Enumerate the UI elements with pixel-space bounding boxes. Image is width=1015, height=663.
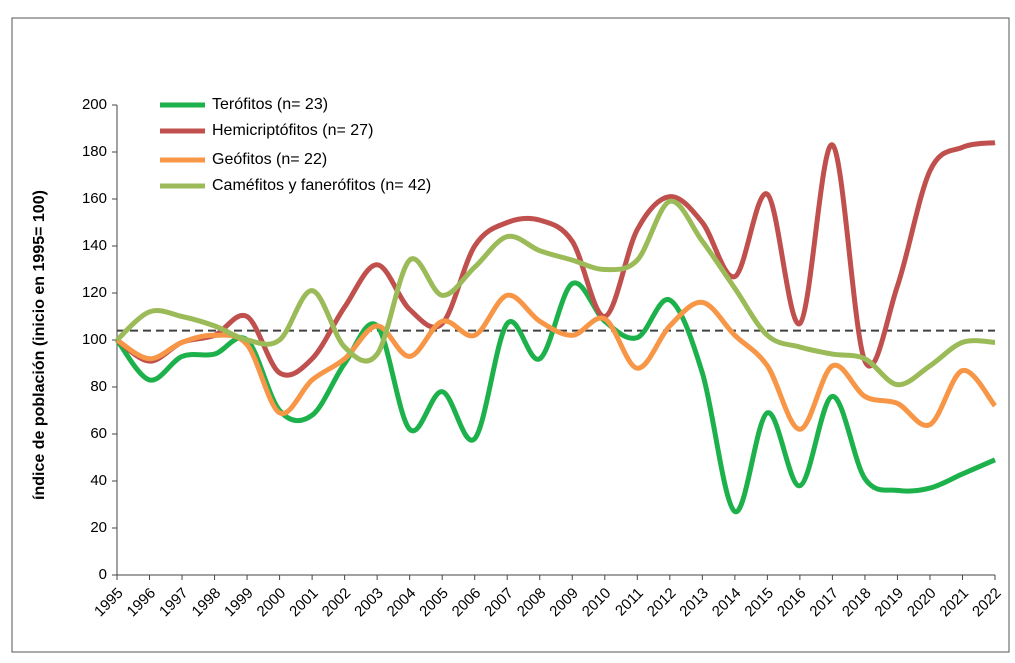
chart-frame (11, 17, 1010, 653)
y-axis-title: índice de población (inicio en 1995= 100… (31, 190, 48, 500)
legend-label: Terófitos (n= 23) (212, 96, 328, 113)
y-tick-label: 180 (82, 143, 107, 160)
y-tick-label: 100 (82, 331, 107, 348)
legend-label: Geófitos (n= 22) (212, 151, 327, 168)
y-tick-label: 60 (90, 425, 107, 442)
series-line (115, 292, 997, 432)
y-tick-label: 20 (90, 519, 107, 536)
legend-label: Caméfitos y fanerófitos (n= 42) (212, 177, 431, 194)
y-tick-label: 40 (90, 472, 107, 489)
y-tick-label: 80 (90, 378, 107, 395)
legend-label: Hemicriptófitos (n= 27) (212, 122, 373, 139)
y-tick-label: 120 (82, 284, 107, 301)
y-tick-label: 0 (99, 566, 107, 583)
y-tick-label: 140 (82, 237, 107, 254)
y-tick-label: 200 (82, 96, 107, 113)
series-line (115, 198, 996, 388)
y-tick-label: 160 (82, 190, 107, 207)
